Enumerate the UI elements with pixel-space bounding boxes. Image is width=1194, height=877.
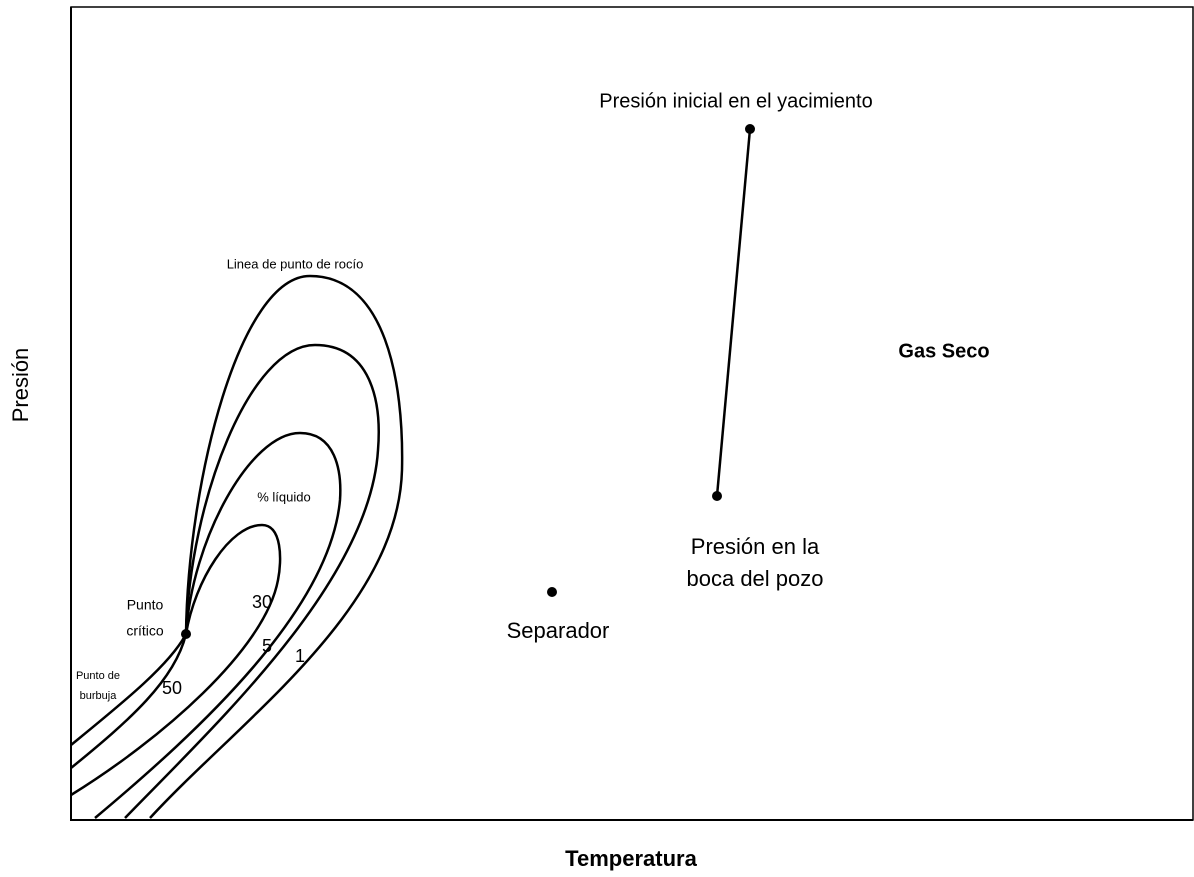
curve-label: % líquido [257, 489, 310, 504]
y-axis-label: Presión [8, 348, 33, 423]
quality-label: 30 [252, 592, 272, 612]
point-label: Presión en la [691, 534, 820, 559]
bubble-line [70, 633, 188, 746]
point-label: burbuja [80, 690, 118, 702]
region-label: Gas Seco [898, 340, 989, 362]
point-label: Separador [507, 618, 610, 643]
pressure-path [715, 128, 752, 497]
point [712, 491, 722, 501]
x-axis-label: Temperatura [565, 846, 697, 871]
axes [70, 7, 1193, 821]
point [181, 629, 191, 639]
point-label: boca del pozo [687, 566, 824, 591]
quality-label: 50 [162, 678, 182, 698]
quality-curve [124, 343, 380, 819]
point [547, 587, 557, 597]
quality-label: 1 [295, 646, 305, 666]
quality-curve [94, 431, 342, 819]
dew-line [149, 274, 404, 819]
quality-label: 5 [262, 636, 272, 656]
point [745, 124, 755, 134]
point-label: Presión inicial en el yacimiento [599, 90, 872, 112]
point-label: Punto [127, 597, 164, 613]
point-label: Punto de [76, 670, 120, 682]
curve-label: Linea de punto de rocío [227, 256, 364, 271]
point-label: crítico [126, 623, 164, 639]
quality-curve [70, 633, 188, 769]
quality-curve [70, 523, 282, 797]
